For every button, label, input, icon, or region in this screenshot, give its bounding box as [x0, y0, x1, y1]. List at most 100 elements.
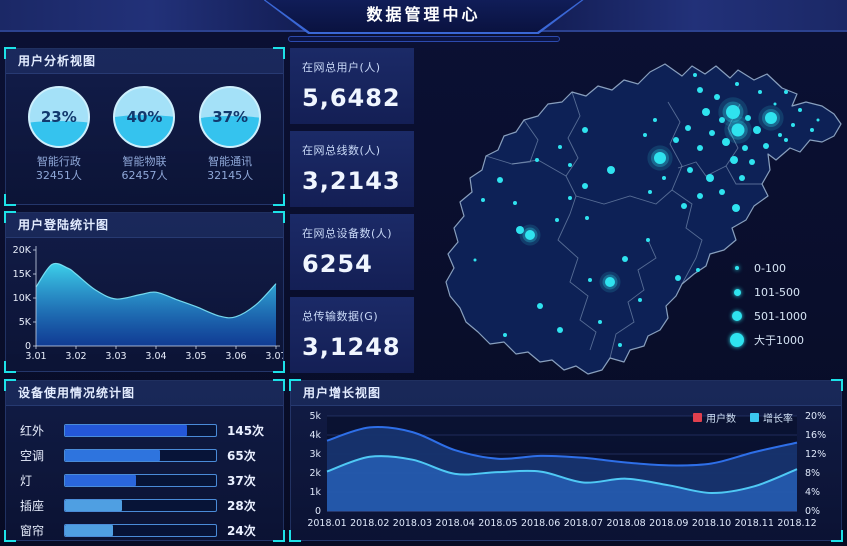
- map-legend-label: 101-500: [754, 285, 800, 299]
- svg-text:3.06: 3.06: [225, 351, 246, 362]
- corner-bracket-icon: [273, 47, 285, 59]
- svg-text:1k: 1k: [309, 487, 321, 498]
- map-legend-label: 0-100: [754, 261, 786, 275]
- corner-bracket-icon: [273, 530, 285, 542]
- legend-item-rate[interactable]: 增长率: [750, 410, 793, 425]
- svg-text:3.07: 3.07: [265, 351, 283, 362]
- stat-label: 在网总设备数(人): [302, 227, 393, 240]
- gauge-percent: 37%: [212, 108, 249, 126]
- panel-user-growth: 用户增长视图 用户数 增长率 0 0% 1k 4% 2k 8% 3k 12% 4k 16% 5k 20…: [289, 379, 843, 542]
- map-legend-item: 大于1000: [728, 328, 807, 352]
- device-bar-fill: [65, 475, 136, 486]
- svg-text:3.03: 3.03: [105, 351, 126, 362]
- device-value: 37次: [227, 474, 256, 488]
- svg-text:3k: 3k: [309, 449, 321, 460]
- header-title-plate-inner: 数据管理中心: [265, 0, 582, 32]
- gauge-group: 23% 智能行政 32451人 40% 智能物联 62457人 37% 智能通讯: [6, 74, 283, 183]
- svg-text:4%: 4%: [805, 487, 820, 498]
- gauge: 23% 智能行政 32451人: [19, 86, 99, 183]
- corner-bracket-icon: [4, 379, 16, 391]
- legend-item-users[interactable]: 用户数: [693, 410, 736, 425]
- device-row: 窗帘 24次: [20, 518, 269, 543]
- device-bar-fill: [65, 525, 114, 536]
- map-legend-label: 501-1000: [754, 309, 807, 323]
- stat-label: 在网总用户(人): [302, 61, 381, 74]
- stat-card-total-data: 总传输数据(G) 3,1248: [290, 297, 414, 373]
- map-legend-item: 101-500: [728, 280, 807, 304]
- stat-value: 6254: [302, 250, 373, 278]
- login-area-chart[interactable]: 0 5K 10K 15K 20K 3.01 3.02 3.03 3.04 3.05 3.06 3.07: [6, 238, 287, 372]
- svg-text:2k: 2k: [309, 468, 321, 479]
- growth-area-chart[interactable]: 0 0% 1k 4% 2k 8% 3k 12% 4k 16% 5k 20% 2018.01 2018.02…: [291, 406, 841, 541]
- gauge-label: 智能行政: [36, 155, 81, 168]
- gauge-water: [115, 114, 174, 146]
- device-value: 145次: [227, 424, 265, 438]
- region-bubble-map[interactable]: [420, 44, 847, 378]
- gauge-label: 智能通讯: [208, 155, 253, 168]
- stat-card-total-devices: 在网总设备数(人) 6254: [290, 214, 414, 290]
- map-container[interactable]: 0-100 101-500 501-1000 大于1000: [420, 44, 847, 378]
- gauge-label: 智能物联: [122, 155, 167, 168]
- svg-text:0: 0: [25, 341, 31, 352]
- corner-bracket-icon: [4, 530, 16, 542]
- device-label: 灯: [20, 474, 33, 488]
- header: 数据管理中心: [0, 0, 847, 42]
- gauge-percent: 40%: [126, 108, 163, 126]
- corner-bracket-icon: [273, 379, 285, 391]
- device-bar-track[interactable]: [64, 449, 217, 462]
- gauge-percent: 23%: [40, 108, 77, 126]
- device-value: 24次: [227, 524, 256, 538]
- svg-text:15K: 15K: [13, 269, 32, 280]
- device-bar-track[interactable]: [64, 499, 217, 512]
- device-row: 空调 65次: [20, 443, 269, 468]
- stat-card-total-users: 在网总用户(人) 5,6482: [290, 48, 414, 124]
- header-decoration: [287, 36, 560, 42]
- svg-text:20%: 20%: [805, 411, 826, 422]
- panel-title-user-growth: 用户增长视图: [291, 381, 841, 406]
- corner-bracket-icon: [273, 211, 285, 223]
- stat-value: 3,1248: [302, 333, 401, 361]
- stat-label: 在网总线数(人): [302, 144, 381, 157]
- header-title-plate: 数据管理中心: [263, 0, 584, 34]
- gauge-circle[interactable]: 23%: [27, 86, 90, 148]
- device-row: 插座 28次: [20, 493, 269, 518]
- svg-text:2018.06: 2018.06: [521, 518, 560, 529]
- device-bar-track[interactable]: [64, 474, 217, 487]
- legend-swatch-icon: [693, 413, 702, 422]
- svg-text:2018.05: 2018.05: [478, 518, 517, 529]
- device-label: 插座: [20, 499, 45, 513]
- legend-swatch-icon: [750, 413, 759, 422]
- svg-text:3.05: 3.05: [185, 351, 206, 362]
- device-label: 红外: [20, 424, 45, 438]
- gauge: 37% 智能通讯 32145人: [190, 86, 270, 183]
- stat-label: 总传输数据(G): [302, 310, 379, 323]
- gauge: 40% 智能物联 62457人: [104, 86, 184, 183]
- panel-device-usage: 设备使用情况统计图 红外 145次 空调 65次 灯 37次 插座 28次: [4, 379, 285, 543]
- panel-user-analysis: 用户分析视图 23% 智能行政 32451人 40% 智能物联 62457人: [4, 47, 285, 206]
- svg-text:2018.03: 2018.03: [393, 518, 432, 529]
- svg-text:2018.08: 2018.08: [606, 518, 645, 529]
- corner-bracket-icon: [4, 211, 16, 223]
- corner-bracket-icon: [831, 379, 843, 391]
- svg-text:4k: 4k: [309, 430, 321, 441]
- device-bar-track[interactable]: [64, 424, 217, 437]
- svg-text:3.01: 3.01: [25, 351, 46, 362]
- svg-text:16%: 16%: [805, 430, 826, 441]
- device-label: 空调: [20, 449, 45, 463]
- svg-text:3.02: 3.02: [65, 351, 86, 362]
- gauge-circle[interactable]: 37%: [199, 86, 262, 148]
- page-title: 数据管理中心: [366, 5, 481, 24]
- corner-bracket-icon: [4, 194, 16, 206]
- device-bar-track[interactable]: [64, 524, 217, 537]
- stat-card-total-lines: 在网总线数(人) 3,2143: [290, 131, 414, 207]
- gauge-circle[interactable]: 40%: [113, 86, 176, 148]
- device-row: 灯 37次: [20, 468, 269, 493]
- svg-text:0%: 0%: [805, 506, 820, 517]
- svg-text:12%: 12%: [805, 449, 826, 460]
- map-legend: 0-100 101-500 501-1000 大于1000: [728, 256, 807, 352]
- legend-dot-icon: [730, 333, 744, 347]
- map-legend-item: 0-100: [728, 256, 807, 280]
- corner-bracket-icon: [273, 194, 285, 206]
- legend-dot-icon: [735, 266, 739, 270]
- gauge-count: 62457人: [121, 169, 168, 182]
